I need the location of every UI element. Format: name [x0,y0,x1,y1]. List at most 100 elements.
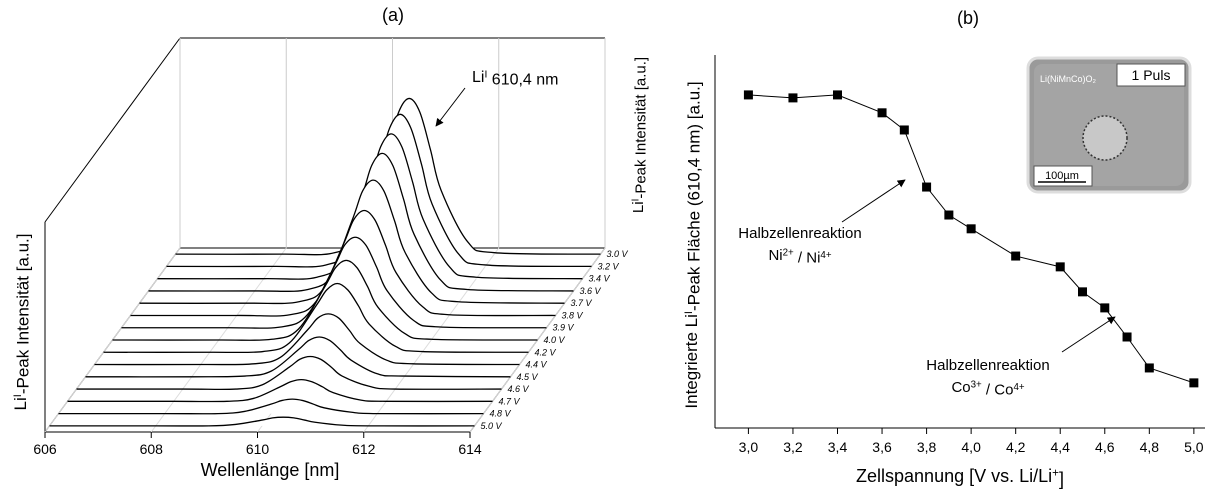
z-axis-label: LiI-Peak Intensität [a.u.] [630,57,649,213]
series-label: 4.5 V [517,372,539,382]
text-part: 610,4 nm [487,72,558,89]
annotation: Halbzellenreaktion [738,225,861,242]
superscript: 4+ [820,250,831,261]
annotation-arrow [841,179,906,223]
chart-title: (a) [382,5,404,25]
point [1122,332,1132,342]
curve [130,209,556,317]
curve [175,97,601,256]
inset-label: 100µm [1045,170,1079,182]
text-part: Li [11,397,30,410]
curve [67,378,493,403]
x-axis-label: Zellspannung [V vs. Li/Li+] [856,466,1064,489]
point [1055,262,1065,272]
text-part: Co [951,379,970,396]
text-part: / Co [982,381,1014,398]
text-part: Integrierte Li [682,314,701,409]
point [899,125,909,135]
series-label: 4.0 V [544,335,566,345]
series-label: 4.2 V [535,347,557,357]
series-label: 3.9 V [553,323,575,333]
curve [103,282,529,354]
point [1189,378,1199,388]
x-axis-label: Wellenlänge [nm] [201,460,340,480]
x-tick-label: 3,4 [828,439,848,455]
x-tick-label: 3,6 [872,439,892,455]
series-label: 3.0 V [607,249,629,259]
curve [166,113,592,268]
x-tick-label: 4,6 [1095,439,1115,455]
series-label: 3.8 V [562,310,584,320]
curve [121,236,547,329]
curve [85,336,511,378]
text-part: Halbzellenreaktion [926,357,1049,374]
x-tick-label: 4,0 [961,439,981,455]
annotation: LiI 610,4 nm [472,69,559,89]
series-label: 3.2 V [598,261,620,271]
x-tick-label: 3,8 [917,439,937,455]
text-part: Li [630,201,647,213]
text-part: / Ni [794,249,821,266]
curve [139,179,565,305]
x-tick-label: 612 [352,441,376,457]
chart-title: (b) [957,8,979,28]
text-part: Halbzellenreaktion [738,225,861,242]
series-label: 3.7 V [571,298,593,308]
point [1011,251,1021,261]
annotation: Co3+ / Co4+ [951,379,1024,398]
superscript: I [484,69,487,80]
superscript: I [683,311,695,314]
superscript: 3+ [971,380,982,391]
curve [76,355,502,391]
x-tick-label: 4,2 [1006,439,1026,455]
curve [94,313,520,366]
x-tick-label: 606 [33,441,57,457]
curve [157,133,583,280]
point [1078,287,1087,297]
series-label: 4.6 V [508,384,530,394]
scale-box [1033,165,1093,187]
curve-fill [103,283,529,353]
point [877,108,887,118]
text-part: Ni [768,247,782,264]
curve [49,416,475,427]
series-label: 4.4 V [526,360,548,370]
superscript: + [1052,467,1059,480]
curve [58,398,484,415]
point [743,90,753,100]
label-box [1116,63,1186,87]
superscript: I [631,199,642,202]
annotation-arrow [1061,316,1116,353]
text-part: Zellspannung [V vs. Li/Li [856,466,1052,486]
x-tick-label: 3,2 [783,439,803,455]
superscript: 2+ [783,248,794,259]
annotation: Halbzellenreaktion [926,357,1049,374]
y-axis-label: Integrierte LiI-Peak Fläche (610,4 nm) [… [682,81,704,408]
x-tick-label: 610 [246,441,270,457]
series-label: 4.8 V [490,409,512,419]
point [1100,303,1110,313]
x-tick-label: 3,0 [739,439,759,455]
annotation-arrow [435,87,466,127]
superscript: 4+ [1013,382,1024,393]
series-label: 3.6 V [580,286,602,296]
wall-edge [44,37,181,223]
point [966,224,976,234]
point [833,90,842,100]
x-tick-label: 608 [140,441,164,457]
curve-fill [85,336,511,377]
inset-label: Li(NiMnCo)O₂ [1040,74,1097,84]
z-axis-label: LiI-Peak Intensität [a.u.] [11,234,33,411]
curve-fill [67,379,493,402]
inset-label: 1 Puls [1132,67,1171,83]
x-tick-label: 4,8 [1140,439,1160,455]
crater [1082,115,1128,161]
x-tick-label: 4,4 [1050,439,1070,455]
curve-fill [49,417,475,426]
x-tick-label: 5,0 [1184,439,1204,455]
text-part: Li [472,69,484,86]
series-label: 3.4 V [589,274,611,284]
curve [148,152,574,292]
superscript: I [12,394,24,397]
